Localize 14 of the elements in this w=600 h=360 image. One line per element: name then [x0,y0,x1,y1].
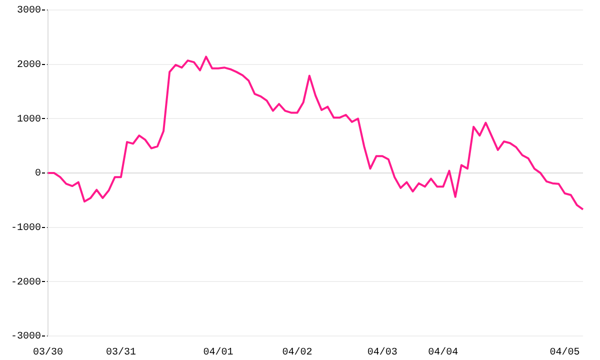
y-tick-label: 0 [34,168,41,180]
y-tick-label: -2000 [10,277,41,288]
x-tick-label: 03/31 [106,346,136,359]
x-tick-label: 04/03 [367,346,398,359]
y-tick-label: -1000 [10,222,41,234]
y-tick-label: 3000 [16,6,41,17]
x-tick-label: 04/02 [282,346,312,359]
x-tick-label: 03/30 [32,346,64,359]
x-tick-label: 04/05 [550,346,580,359]
y-tick-label: 2000 [16,60,41,71]
x-tick-label: 04/04 [428,346,458,359]
y-tick-label: -3000 [10,332,41,343]
y-tick-label: 1000 [16,114,41,126]
x-tick-label: 04/01 [203,346,234,359]
